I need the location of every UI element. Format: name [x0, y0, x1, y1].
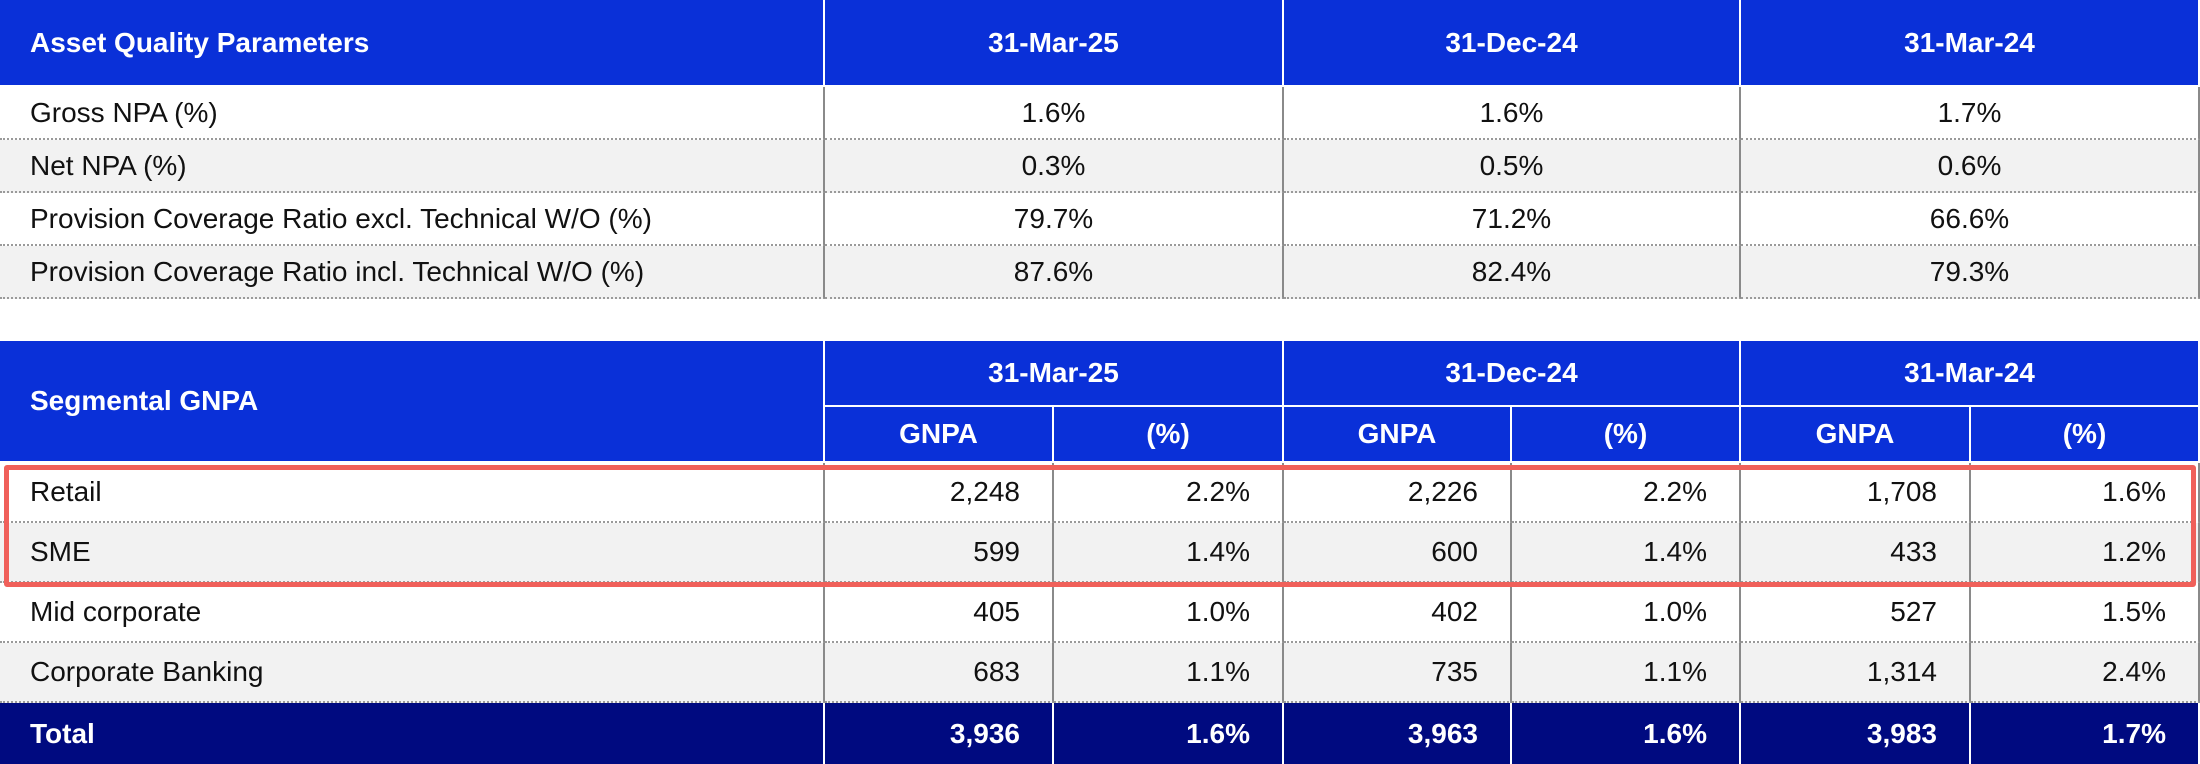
total-cell: 3,963: [1284, 703, 1512, 764]
table-cell: 600: [1284, 523, 1512, 583]
table-cell: 2,248: [825, 463, 1054, 523]
period-header: 31-Mar-24: [1741, 341, 2200, 407]
header-cell: Asset Quality Parameters: [0, 0, 825, 87]
total-cell: 1.6%: [1054, 703, 1284, 764]
sub-header: (%): [1054, 407, 1284, 463]
table-cell: 1.0%: [1054, 583, 1284, 643]
period-header: 31-Mar-25: [825, 341, 1284, 407]
sub-header: GNPA: [1741, 407, 1971, 463]
table-cell: 79.7%: [825, 193, 1284, 246]
sub-header: GNPA: [1284, 407, 1512, 463]
table-cell: 71.2%: [1284, 193, 1741, 246]
table-cell: 527: [1741, 583, 1971, 643]
total-cell: 3,983: [1741, 703, 1971, 764]
header-cell: 31-Mar-25: [825, 0, 1284, 87]
table-cell: 0.5%: [1284, 140, 1741, 193]
period-header: 31-Dec-24: [1284, 341, 1741, 407]
table-cell: 2.2%: [1054, 463, 1284, 523]
total-cell: 1.6%: [1512, 703, 1741, 764]
table-cell: 683: [825, 643, 1054, 703]
table-cell: Net NPA (%): [0, 140, 825, 193]
table-cell: Provision Coverage Ratio excl. Technical…: [0, 193, 825, 246]
table-cell: 735: [1284, 643, 1512, 703]
header-cell: 31-Mar-24: [1741, 0, 2200, 87]
table-cell: 1.6%: [1971, 463, 2200, 523]
total-cell: Total: [0, 703, 825, 764]
table-cell: 1.5%: [1971, 583, 2200, 643]
table-cell: Retail: [0, 463, 825, 523]
table-cell: SME: [0, 523, 825, 583]
table-cell: 79.3%: [1741, 246, 2200, 299]
header-cell: 31-Dec-24: [1284, 0, 1741, 87]
table-cell: 1.6%: [1284, 87, 1741, 140]
table-cell: 405: [825, 583, 1054, 643]
table-cell: 1.2%: [1971, 523, 2200, 583]
highlight-box: [4, 465, 2196, 587]
header-cell: Segmental GNPA: [0, 341, 825, 463]
table-cell: Gross NPA (%): [0, 87, 825, 140]
table-cell: 0.6%: [1741, 140, 2200, 193]
table-cell: Mid corporate: [0, 583, 825, 643]
table-cell: Provision Coverage Ratio incl. Technical…: [0, 246, 825, 299]
sub-header: GNPA: [825, 407, 1054, 463]
table-cell: 1,314: [1741, 643, 1971, 703]
table-cell: 1.1%: [1054, 643, 1284, 703]
table-cell: 1.0%: [1512, 583, 1741, 643]
table-cell: 1.4%: [1512, 523, 1741, 583]
table-cell: 2.2%: [1512, 463, 1741, 523]
table-cell: 0.3%: [825, 140, 1284, 193]
table-cell: 433: [1741, 523, 1971, 583]
total-cell: 1.7%: [1971, 703, 2200, 764]
table-cell: 599: [825, 523, 1054, 583]
table-cell: 1,708: [1741, 463, 1971, 523]
table-cell: 2.4%: [1971, 643, 2200, 703]
table-cell: 66.6%: [1741, 193, 2200, 246]
table-cell: 2,226: [1284, 463, 1512, 523]
table-cell: 87.6%: [825, 246, 1284, 299]
sub-header: (%): [1512, 407, 1741, 463]
table-cell: 1.4%: [1054, 523, 1284, 583]
table-cell: 1.1%: [1512, 643, 1741, 703]
sub-header: (%): [1971, 407, 2200, 463]
table-cell: 1.6%: [825, 87, 1284, 140]
table-cell: 402: [1284, 583, 1512, 643]
table-cell: 82.4%: [1284, 246, 1741, 299]
table-cell: 1.7%: [1741, 87, 2200, 140]
table-cell: Corporate Banking: [0, 643, 825, 703]
total-cell: 3,936: [825, 703, 1054, 764]
